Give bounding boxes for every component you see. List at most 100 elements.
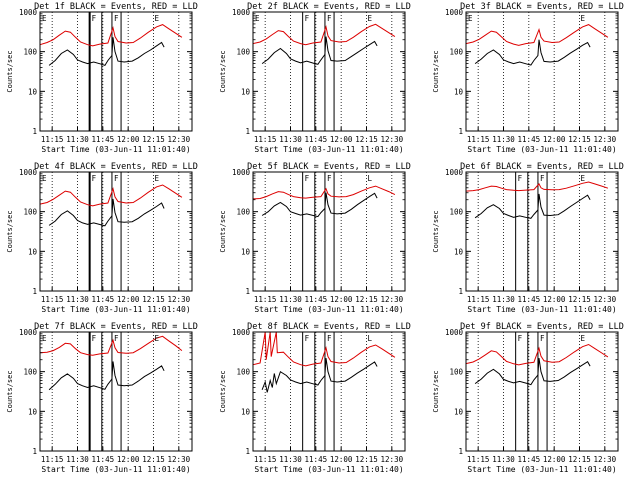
panel-det-8: Det 8f BLACK = Events, RED = LLD F F L 1 10 10…	[219, 322, 411, 474]
y-axis-label: Counts/sec	[432, 50, 440, 92]
x-tick-label: 11:30	[492, 455, 515, 464]
y-tick-label: 10	[241, 247, 251, 256]
interval-letter: E	[468, 14, 473, 23]
y-tick-label: 1	[245, 447, 250, 456]
y-tick-label: 100	[23, 368, 37, 377]
plot-frame	[39, 11, 193, 132]
y-axis-label: Counts/sec	[219, 50, 227, 92]
interval-letter: F	[114, 174, 119, 183]
y-tick-label: 1000	[19, 328, 38, 337]
x-tick-label: 12:30	[381, 295, 404, 304]
x-tick-label: 11:45	[305, 135, 328, 144]
x-tick-label: 11:15	[467, 295, 490, 304]
y-tick-label: 10	[241, 407, 251, 416]
panel-det-1: Det 1f BLACK = Events, RED = LLD E F F E 1 10 1…	[6, 2, 198, 154]
y-tick-label: 100	[449, 208, 463, 217]
interval-letter: E	[580, 174, 585, 183]
series-lld-line	[465, 343, 609, 366]
y-tick-label: 1	[458, 127, 463, 136]
y-tick-label: 1	[32, 127, 37, 136]
x-tick-label: 12:15	[568, 455, 591, 464]
x-tick-label: 12:30	[381, 455, 404, 464]
y-axis-label: Counts/sec	[432, 210, 440, 252]
x-axis-label: Start Time (03-Jun-11 11:01:40)	[41, 145, 190, 154]
interval-letter: L	[367, 334, 372, 343]
x-axis-label: Start Time (03-Jun-11 11:01:40)	[467, 465, 616, 474]
series-lld-line	[465, 181, 609, 192]
x-tick-label: 11:45	[305, 295, 328, 304]
interval-letter: F	[518, 334, 523, 343]
panel-title: Det 9f BLACK = Events, RED = LLD	[460, 322, 624, 332]
panel-title: Det 8f BLACK = Events, RED = LLD	[247, 322, 411, 332]
x-tick-label: 11:45	[518, 135, 541, 144]
y-axis-label: Counts/sec	[219, 370, 227, 412]
x-tick-label: 12:15	[355, 135, 378, 144]
x-axis-label: Start Time (03-Jun-11 11:01:40)	[254, 145, 403, 154]
y-axis-label: Counts/sec	[6, 370, 14, 412]
x-tick-label: 11:15	[254, 455, 277, 464]
x-tick-label: 12:00	[330, 135, 353, 144]
x-tick-label: 12:30	[594, 455, 617, 464]
y-axis-label: Counts/sec	[6, 210, 14, 252]
x-tick-label: 12:30	[381, 135, 404, 144]
x-axis-label: Start Time (03-Jun-11 11:01:40)	[254, 305, 403, 314]
plot-frame	[465, 331, 619, 452]
panel-det-3: Det 3f BLACK = Events, RED = LLD E E 1 10 100…	[432, 2, 624, 154]
series-events-line	[48, 37, 165, 67]
series-lld-line	[252, 331, 396, 367]
y-tick-label: 10	[241, 87, 251, 96]
y-tick-label: 100	[23, 208, 37, 217]
interval-letter: F	[92, 174, 97, 183]
x-axis-label: Start Time (03-Jun-11 11:01:40)	[41, 305, 190, 314]
interval-letter: F	[92, 14, 97, 23]
y-tick-label: 10	[28, 407, 38, 416]
x-tick-label: 12:00	[330, 295, 353, 304]
x-tick-label: 11:30	[66, 135, 89, 144]
y-tick-label: 100	[236, 208, 250, 217]
panel-title: Det 3f BLACK = Events, RED = LLD	[460, 2, 624, 12]
interval-letter: F	[305, 174, 310, 183]
plot-frame	[252, 11, 406, 132]
interval-letter: E	[154, 334, 159, 343]
series-lld-line	[39, 184, 183, 207]
y-tick-label: 1000	[232, 328, 251, 337]
y-tick-label: 1	[32, 287, 37, 296]
interval-letter: F	[114, 334, 119, 343]
series-events-line	[261, 358, 378, 393]
y-tick-label: 10	[454, 87, 464, 96]
panel-title: Det 7f BLACK = Events, RED = LLD	[34, 322, 198, 332]
interval-letter: F	[305, 334, 310, 343]
x-axis-label: Start Time (03-Jun-11 11:01:40)	[467, 145, 616, 154]
series-lld-line	[252, 185, 396, 200]
y-tick-label: 1	[32, 447, 37, 456]
y-tick-label: 1000	[19, 8, 38, 17]
y-axis-label: Counts/sec	[219, 210, 227, 252]
series-lld-line	[465, 24, 609, 46]
y-tick-label: 100	[449, 48, 463, 57]
x-tick-label: 11:30	[66, 455, 89, 464]
interval-letter: F	[327, 334, 332, 343]
interval-letter: F	[327, 174, 332, 183]
x-tick-label: 11:30	[492, 295, 515, 304]
plot-frame	[465, 11, 619, 132]
x-tick-label: 12:15	[355, 295, 378, 304]
panel-det-6: Det 6f BLACK = Events, RED = LLD F F E 1 10 10…	[432, 162, 624, 314]
interval-letter: F	[305, 14, 310, 23]
series-lld-line	[252, 23, 396, 46]
interval-letter: F	[327, 14, 332, 23]
x-tick-label: 11:15	[41, 135, 64, 144]
x-tick-label: 12:30	[168, 135, 191, 144]
x-axis-label: Start Time (03-Jun-11 11:01:40)	[467, 305, 616, 314]
panel-det-9: Det 9f BLACK = Events, RED = LLD F F E 1 10 10…	[432, 322, 624, 474]
interval-box	[302, 11, 316, 132]
x-tick-label: 11:15	[467, 135, 490, 144]
x-axis-label: Start Time (03-Jun-11 11:01:40)	[254, 465, 403, 474]
y-tick-label: 100	[236, 48, 250, 57]
y-tick-label: 10	[454, 407, 464, 416]
x-tick-label: 12:00	[117, 135, 140, 144]
series-events-line	[474, 358, 591, 386]
interval-box	[515, 331, 529, 452]
panel-title: Det 1f BLACK = Events, RED = LLD	[34, 2, 198, 12]
x-tick-label: 12:00	[330, 455, 353, 464]
y-tick-label: 1000	[445, 328, 464, 337]
